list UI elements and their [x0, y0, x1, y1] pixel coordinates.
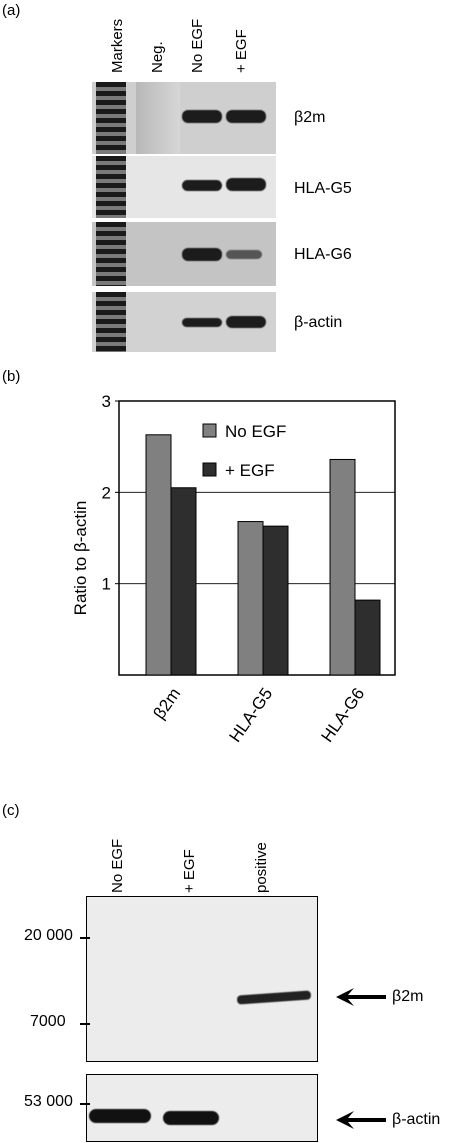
arrow-label-b2m: β2m — [392, 988, 424, 1005]
y-tick-label: 3 — [102, 392, 111, 411]
band-no-egf — [182, 110, 222, 123]
panel-a-label: (a) — [2, 2, 21, 19]
band-plus-egf — [226, 178, 266, 191]
mw-tick — [80, 937, 90, 939]
x-category-label: HLA-G5 — [225, 684, 276, 745]
bar-chart: 1 2 3 β2m HLA-G5 HLA-G6 Ratio to β-actin No EGF… — [71, 392, 396, 746]
gel-strip-b-actin — [92, 292, 276, 352]
bar-plus-egf — [170, 487, 197, 676]
band-plus-egf — [226, 250, 262, 259]
gene-label-b-actin: β-actin — [294, 314, 343, 331]
legend-label: No EGF — [225, 422, 286, 441]
lane-label-plus-egf: + EGF — [233, 29, 250, 73]
band-b-actin-no-egf — [89, 1109, 151, 1123]
panel-b-label: (b) — [2, 368, 21, 385]
gel-strip-hla-g5 — [92, 156, 276, 218]
marker-ladder — [96, 156, 126, 218]
band-b-actin-plus-egf — [163, 1111, 219, 1125]
y-tick-label: 2 — [102, 483, 111, 502]
gene-label-hla-g6: HLA-G6 — [294, 246, 352, 263]
band-b2m-positive — [236, 990, 312, 1005]
bar-no-egf — [145, 434, 172, 676]
band-no-egf — [182, 180, 222, 191]
legend-swatch — [202, 423, 217, 438]
marker-ladder — [96, 82, 126, 154]
lane-label-no-egf-c: No EGF — [109, 838, 126, 893]
legend-label: + EGF — [225, 461, 275, 480]
marker-ladder — [96, 222, 126, 286]
y-axis-label: Ratio to β-actin — [71, 501, 90, 616]
legend-swatch — [202, 462, 217, 477]
x-category-label: HLA-G6 — [317, 684, 368, 745]
neg-lane — [136, 82, 180, 154]
band-no-egf — [182, 248, 222, 261]
bar-no-egf — [237, 521, 264, 676]
y-tick-label: 1 — [102, 575, 111, 594]
band-no-egf — [182, 318, 222, 327]
bar-plus-egf — [262, 525, 289, 676]
gel-strip-b2m — [92, 82, 276, 154]
mw-tick — [80, 1103, 90, 1105]
lane-label-plus-egf-c: + EGF — [181, 849, 198, 893]
marker-ladder — [96, 292, 126, 352]
gene-label-hla-g5: HLA-G5 — [294, 180, 352, 197]
x-category-label: β2m — [150, 684, 185, 722]
mw-marker-7000: 7000 — [30, 1013, 66, 1030]
arrow-icon — [336, 988, 386, 1006]
lane-label-markers: Markers — [109, 18, 126, 73]
band-plus-egf — [226, 110, 266, 123]
blot-upper — [86, 896, 318, 1062]
gel-strip-hla-g6 — [92, 222, 276, 286]
mw-marker-20000: 20 000 — [24, 927, 73, 944]
bar-no-egf — [329, 458, 356, 676]
arrow-label-b-actin: β-actin — [392, 1111, 441, 1128]
lane-label-neg: Neg. — [149, 41, 166, 73]
blot-lower — [86, 1074, 318, 1142]
mw-tick — [80, 1023, 90, 1025]
mw-marker-53000: 53 000 — [24, 1093, 73, 1110]
band-plus-egf — [226, 316, 266, 328]
lane-label-positive: positive — [253, 842, 270, 893]
lane-label-no-egf: No EGF — [189, 18, 206, 73]
panel-c-label: (c) — [2, 802, 20, 819]
arrow-icon — [336, 1111, 386, 1129]
bar-plus-egf — [354, 599, 381, 676]
gene-label-b2m: β2m — [294, 109, 326, 126]
